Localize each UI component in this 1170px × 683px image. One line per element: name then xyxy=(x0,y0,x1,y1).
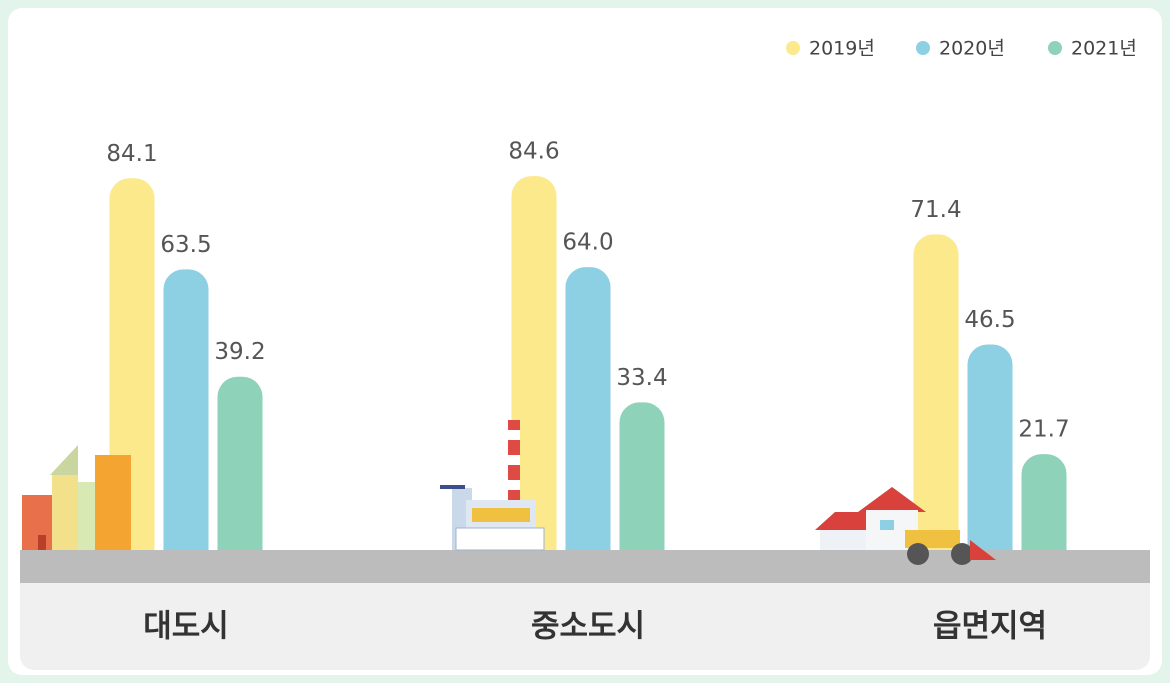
value-label: 84.1 xyxy=(106,141,157,167)
bar xyxy=(511,176,557,575)
category-label: 중소도시 xyxy=(531,609,645,645)
legend-swatch xyxy=(1048,41,1062,55)
bar xyxy=(1021,454,1067,575)
category-label: 읍면지역 xyxy=(933,609,1047,645)
value-label: 64.0 xyxy=(562,230,613,256)
bar xyxy=(913,234,959,576)
legend-label: 2019년 xyxy=(809,38,875,60)
category-label: 대도시 xyxy=(143,609,229,645)
city-illustration xyxy=(22,445,131,550)
bar xyxy=(619,402,665,575)
bar xyxy=(163,269,209,575)
legend: 2019년 2020년 2021년 xyxy=(786,38,1137,60)
value-label: 46.5 xyxy=(964,307,1015,333)
value-label: 84.6 xyxy=(508,139,559,165)
bar xyxy=(967,344,1013,575)
rural-illustration xyxy=(815,487,996,565)
legend-swatch xyxy=(916,41,930,55)
legend-swatch xyxy=(786,41,800,55)
value-label: 63.5 xyxy=(160,232,211,258)
bar xyxy=(217,376,263,575)
value-label: 39.2 xyxy=(214,339,265,365)
value-label: 21.7 xyxy=(1018,417,1069,443)
legend-label: 2020년 xyxy=(939,38,1005,60)
bar xyxy=(565,267,611,575)
value-label: 33.4 xyxy=(616,365,667,391)
legend-label: 2021년 xyxy=(1071,38,1137,60)
factory-illustration xyxy=(440,420,545,551)
value-label: 71.4 xyxy=(910,197,961,223)
footer-area xyxy=(20,560,1150,670)
